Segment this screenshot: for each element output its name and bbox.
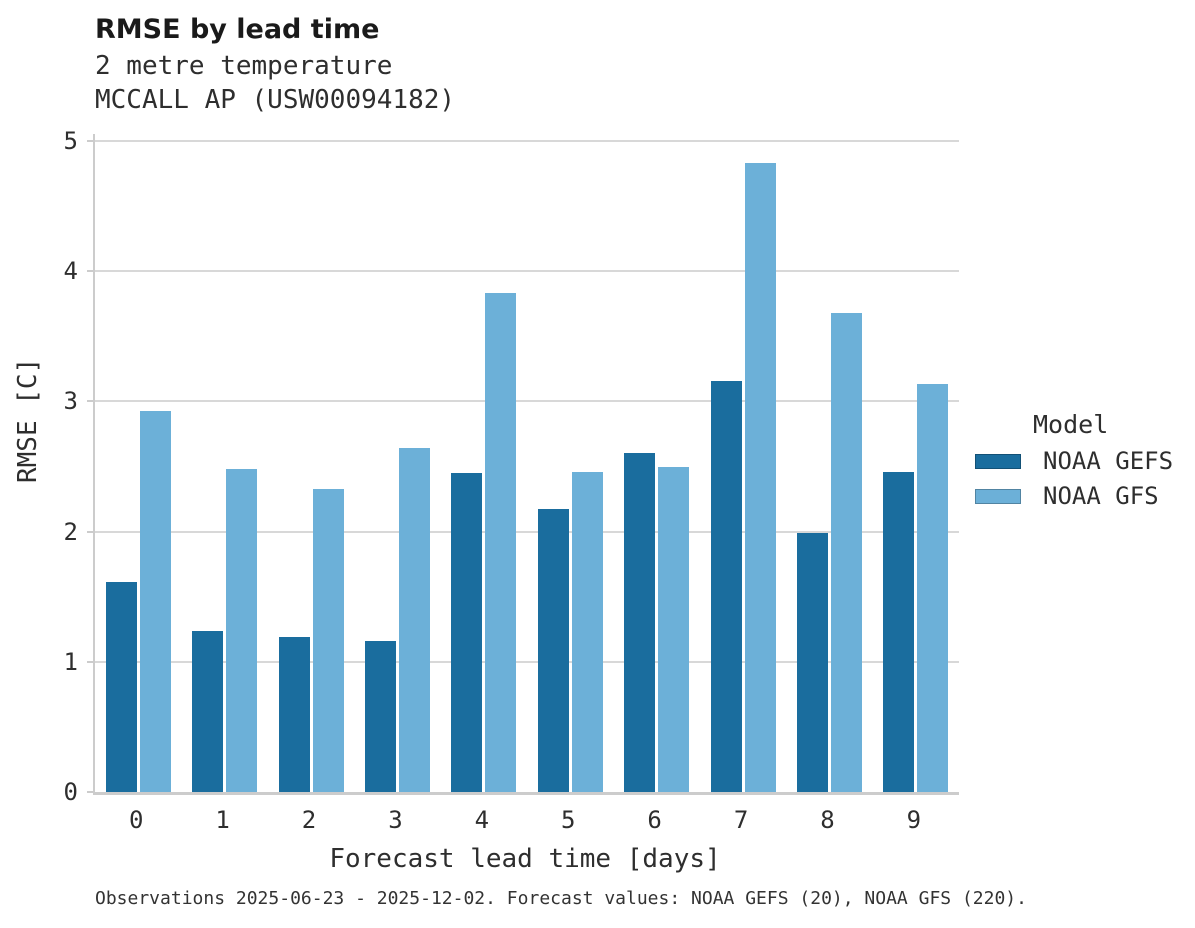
- y-tick-label-1: 1: [63, 647, 78, 676]
- y-tick-mark-1: [87, 660, 93, 663]
- bar-noaa-gefs-lead-0: [105, 582, 137, 792]
- bar-group-7: [700, 134, 786, 792]
- bar-noaa-gefs-lead-8: [796, 532, 828, 792]
- y-tick-label-3: 3: [63, 387, 78, 416]
- bar-group-2: [268, 134, 354, 792]
- bar-noaa-gefs-lead-9: [883, 471, 915, 792]
- x-tick-label-6: 6: [647, 806, 662, 834]
- y-axis-title: RMSE [C]: [13, 357, 43, 483]
- bar-groups: [95, 134, 959, 792]
- legend-swatch-noaa-gfs: [975, 488, 1021, 504]
- legend: Model NOAA GEFS NOAA GFS: [975, 410, 1190, 519]
- chart-subtitle-variable: 2 metre temperature: [95, 51, 393, 81]
- x-tick-label-7: 7: [733, 806, 749, 834]
- y-tick-mark-4: [87, 270, 93, 273]
- gridline-y-5: [95, 140, 959, 142]
- bar-group-3: [354, 134, 440, 792]
- y-tick-mark-5: [87, 140, 93, 142]
- y-tick-label-0: 0: [63, 778, 78, 806]
- y-tick-mark-3: [87, 400, 93, 403]
- gridline-y-1: [95, 660, 959, 663]
- bar-group-6: [613, 134, 699, 792]
- legend-label-noaa-gefs: NOAA GEFS: [1043, 447, 1174, 475]
- y-tick-mark-2: [87, 530, 93, 533]
- bar-group-0: [95, 134, 181, 792]
- bar-noaa-gefs-lead-6: [624, 453, 656, 792]
- bar-group-8: [786, 134, 872, 792]
- bar-noaa-gfs-lead-6: [658, 466, 690, 792]
- chart-subtitle-station: MCCALL AP (USW00094182): [95, 85, 456, 115]
- bar-noaa-gfs-lead-2: [312, 488, 344, 792]
- x-tick-label-5: 5: [561, 806, 576, 834]
- bar-group-5: [527, 134, 613, 792]
- legend-entry-noaa-gfs: NOAA GFS: [975, 482, 1190, 510]
- bar-noaa-gfs-lead-8: [830, 312, 862, 792]
- bar-noaa-gfs-lead-7: [744, 163, 776, 792]
- y-tick-mark-0: [87, 791, 93, 793]
- chart-title: RMSE by lead time: [95, 14, 380, 45]
- y-tick-label-2: 2: [63, 517, 78, 546]
- legend-entry-noaa-gefs: NOAA GEFS: [975, 447, 1190, 475]
- x-tick-label-9: 9: [906, 806, 922, 834]
- bar-group-9: [873, 134, 959, 792]
- bar-noaa-gfs-lead-1: [226, 469, 258, 792]
- x-tick-label-8: 8: [820, 806, 835, 834]
- x-tick-label-2: 2: [301, 806, 317, 834]
- bar-noaa-gfs-lead-5: [571, 471, 603, 792]
- y-tick-label-5: 5: [63, 127, 78, 155]
- x-tick-label-0: 0: [128, 806, 144, 834]
- x-axis-title: Forecast lead time [days]: [329, 844, 721, 874]
- bar-noaa-gfs-lead-4: [485, 293, 517, 792]
- bar-noaa-gefs-lead-4: [451, 473, 483, 792]
- bar-group-4: [441, 134, 527, 792]
- legend-swatch-noaa-gefs: [975, 453, 1021, 469]
- bar-noaa-gfs-lead-3: [398, 448, 430, 792]
- x-axis-tick-labels: 0 1 2 3 4 5 6 7 8 9: [93, 806, 957, 834]
- bar-noaa-gefs-lead-7: [710, 380, 742, 792]
- legend-title: Model: [1033, 410, 1109, 439]
- y-tick-label-4: 4: [63, 257, 78, 286]
- x-tick-label-3: 3: [388, 806, 403, 834]
- plot-area: [87, 134, 959, 795]
- bar-noaa-gfs-lead-0: [139, 410, 171, 792]
- bar-noaa-gefs-lead-1: [192, 630, 224, 792]
- bar-noaa-gefs-lead-2: [278, 637, 310, 792]
- bar-noaa-gfs-lead-9: [917, 384, 949, 792]
- gridline-y-3: [95, 400, 959, 403]
- bar-noaa-gefs-lead-3: [364, 640, 396, 792]
- gridline-y-4: [95, 270, 959, 273]
- bar-noaa-gefs-lead-5: [537, 509, 569, 792]
- x-tick-label-4: 4: [474, 806, 490, 834]
- caption-text: Observations 2025-06-23 - 2025-12-02. Fo…: [95, 888, 1027, 909]
- x-tick-label-1: 1: [215, 806, 230, 834]
- gridline-y-2: [95, 530, 959, 533]
- bar-group-1: [181, 134, 267, 792]
- legend-label-noaa-gfs: NOAA GFS: [1043, 482, 1159, 510]
